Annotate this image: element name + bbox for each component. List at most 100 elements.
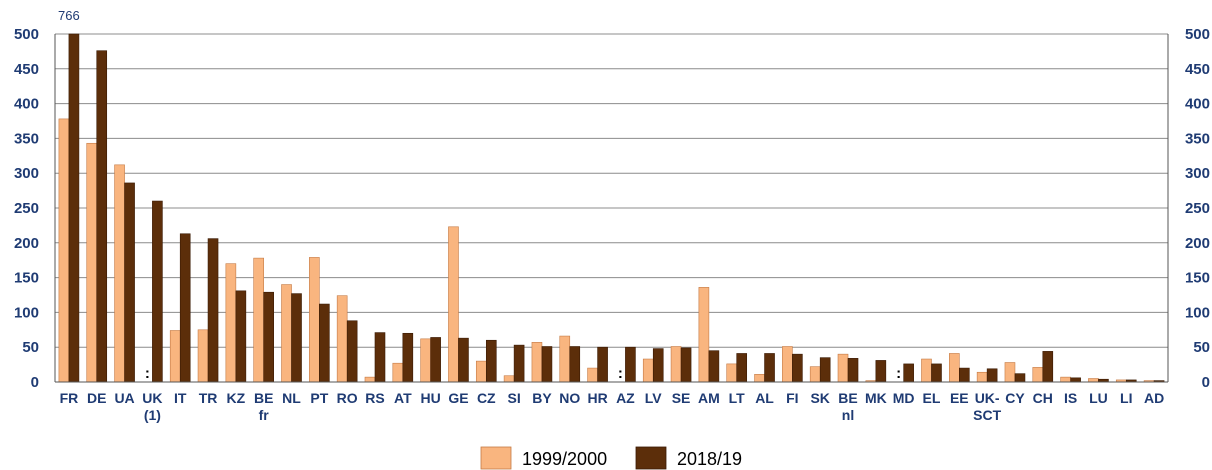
x-tick-label: AZ — [616, 390, 635, 406]
y-tick-label-left: 0 — [31, 374, 39, 391]
y-axis-right: 0 50 100 150 200 250 300 350 400 450 500 — [1185, 26, 1210, 391]
x-tick-label: LU — [1089, 390, 1108, 406]
x-tick-label: PT — [310, 390, 328, 406]
bar-19992000-31 — [921, 358, 932, 383]
bar-19992000-33 — [976, 371, 988, 383]
x-tick-label: BE nl — [838, 390, 857, 423]
bar-201819-14 — [458, 337, 469, 383]
x-tick-label: EE — [950, 390, 969, 406]
bar-201819-13 — [430, 337, 441, 383]
x-tick-label: AD — [1144, 390, 1164, 406]
bar-19992000-12 — [392, 362, 404, 383]
legend-label: 2018/19 — [677, 449, 742, 469]
x-axis: FR DE UA UK (1) IT TR KZ BE fr NL PT RO RS AT HU GE CZ SI B… — [60, 390, 1165, 423]
bar-201819-7 — [263, 291, 274, 383]
y-tick-label-right: 250 — [1185, 200, 1210, 217]
bar-201819-6 — [235, 290, 247, 383]
x-tick-label: NO — [559, 390, 580, 406]
y-tick-label-left: 150 — [14, 270, 39, 287]
bar-201819-36 — [1070, 377, 1081, 383]
y-tick-label-left: 350 — [14, 130, 39, 147]
bar-19992000-26 — [782, 346, 793, 383]
y-tick-label-left: 450 — [14, 61, 39, 78]
x-tick-label: IS — [1064, 390, 1077, 406]
x-tick-label: FI — [786, 390, 798, 406]
x-tick-label: BY — [532, 390, 552, 406]
y-tick-label-right: 0 — [1202, 374, 1210, 391]
x-tick-label: UK-SCT — [973, 390, 1001, 423]
missing-value-marker: : — [618, 365, 623, 382]
gridlines — [55, 33, 1168, 348]
y-tick-label-right: 350 — [1185, 130, 1210, 147]
bar-19992000-10 — [336, 295, 348, 383]
x-tick-label: GE — [448, 390, 468, 406]
legend-swatch — [635, 446, 667, 470]
x-tick-label: NL — [282, 390, 301, 406]
bar-201819-24 — [736, 353, 748, 383]
bar-19992000-36 — [1060, 376, 1071, 383]
bar-201819-18 — [569, 346, 581, 383]
bar-19992000-32 — [949, 353, 960, 383]
bar-201819-17 — [541, 346, 553, 383]
bar-201819-5 — [207, 238, 219, 383]
bar-201819-21 — [652, 348, 664, 383]
bar-19992000-19 — [587, 367, 598, 383]
bar-201819-1 — [96, 50, 108, 383]
y-tick-label-right: 450 — [1185, 61, 1210, 78]
bar-201819-31 — [931, 363, 942, 383]
bar-201819-34 — [1014, 373, 1026, 383]
x-tick-label: FR — [60, 390, 79, 406]
bar-19992000-1 — [86, 142, 98, 383]
bar-19992000-14 — [448, 226, 459, 383]
x-tick-label: KZ — [227, 390, 246, 406]
y-tick-label-right: 150 — [1185, 270, 1210, 287]
x-tick-label: SK — [810, 390, 829, 406]
bar-19992000-27 — [809, 366, 821, 383]
x-tick-label: HU — [421, 390, 441, 406]
bar-201819-23 — [708, 350, 720, 383]
bar-201819-35 — [1042, 351, 1054, 383]
x-tick-label: TR — [199, 390, 218, 406]
y-axis-left: 0 50 100 150 200 250 300 350 400 450 500 — [14, 26, 39, 391]
x-tick-label: CY — [1005, 390, 1025, 406]
bar-201819-33 — [986, 368, 998, 383]
y-tick-label-right: 50 — [1193, 339, 1210, 356]
bar-19992000-28 — [837, 353, 849, 383]
bar-201819-29 — [875, 360, 887, 383]
x-tick-label: SI — [507, 390, 520, 406]
bar-201819-3 — [152, 200, 163, 383]
bar-19992000-5 — [197, 329, 209, 383]
bar-19992000-24 — [726, 363, 738, 383]
bar-19992000-2 — [114, 164, 125, 383]
bar-19992000-13 — [420, 338, 431, 383]
axes — [54, 34, 1169, 383]
x-tick-label: AL — [755, 390, 774, 406]
bar-201819-25 — [764, 353, 775, 383]
x-tick-label: SE — [672, 390, 691, 406]
y-tick-label-left: 300 — [14, 165, 39, 182]
y-tick-label-right: 100 — [1185, 304, 1210, 321]
y-tick-label-left: 100 — [14, 304, 39, 321]
bar-201819-0 — [68, 33, 80, 383]
y-tick-label-left: 50 — [22, 339, 39, 356]
bar-19992000-21 — [642, 358, 654, 383]
bars — [58, 33, 1165, 383]
bar-201819-19 — [597, 346, 608, 383]
bar-19992000-25 — [754, 374, 765, 383]
missing-value-marker: : — [896, 365, 901, 382]
bar-201819-30 — [903, 363, 914, 383]
bar-19992000-11 — [364, 376, 376, 383]
bar-19992000-0 — [58, 118, 70, 383]
bar-19992000-37 — [1088, 378, 1099, 383]
y-tick-label-left: 200 — [14, 235, 39, 252]
x-tick-label: LV — [645, 390, 663, 406]
x-tick-label: EL — [923, 390, 941, 406]
x-tick-label: AT — [394, 390, 412, 406]
y-tick-label-left: 250 — [14, 200, 39, 217]
x-tick-label: CZ — [477, 390, 496, 406]
bar-19992000-23 — [698, 287, 710, 383]
missing-value-marker: : — [145, 365, 150, 382]
bar-201819-8 — [291, 293, 302, 383]
x-tick-label: UA — [114, 390, 134, 406]
bar-201819-22 — [680, 347, 692, 383]
